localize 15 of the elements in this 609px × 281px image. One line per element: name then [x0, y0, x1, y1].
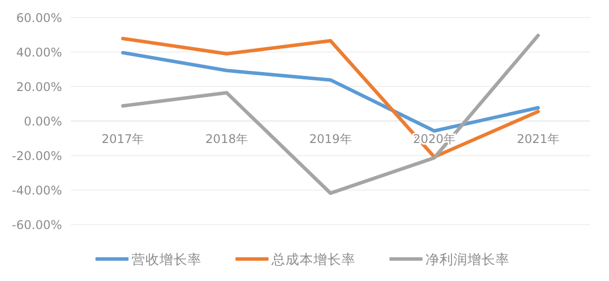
y-tick-label: -60.00% — [12, 218, 62, 232]
y-tick-label: -20.00% — [12, 149, 62, 164]
x-tick-label: 2021年 — [516, 132, 560, 146]
line-series — [121, 50, 540, 133]
y-tick-label: 0.00% — [24, 114, 62, 129]
x-tick-label: 2019年 — [309, 132, 352, 146]
legend-label: 净利润增长率 — [426, 252, 510, 268]
y-tick-label: -40.00% — [12, 184, 62, 198]
y-tick-label: 20.00% — [16, 80, 62, 94]
legend-label: 营收增长率 — [132, 252, 202, 268]
legend-label: 总成本增长率 — [270, 252, 356, 268]
y-tick-label: 60.00% — [16, 11, 62, 25]
x-tick-label: 2017年 — [102, 132, 144, 146]
y-tick-label: 40.00% — [16, 46, 62, 60]
x-tick-label: 2018年 — [205, 132, 248, 146]
